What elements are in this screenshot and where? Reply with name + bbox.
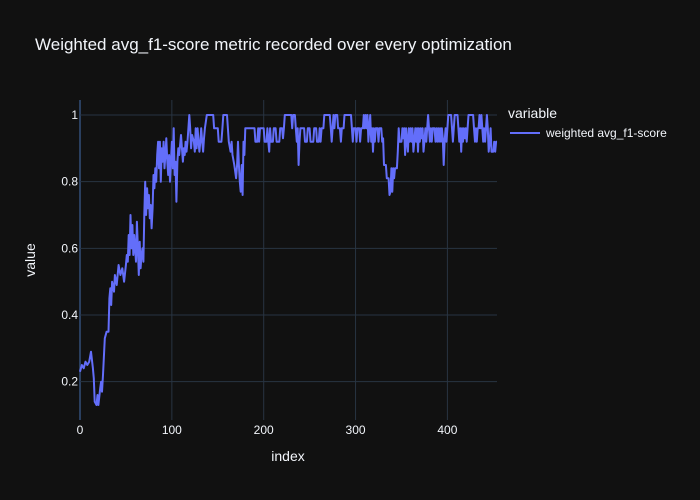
x-tick-label: 0 (77, 423, 84, 437)
x-tick-labels: 0 100 200 300 400 (77, 423, 458, 437)
series-layer (79, 114, 498, 406)
plot-area (80, 100, 497, 420)
y-tick-label: 0.4 (61, 308, 78, 322)
x-tick-label: 400 (437, 423, 457, 437)
legend-title: variable (508, 105, 557, 121)
y-axis-label: value (22, 243, 38, 277)
legend[interactable]: variable weighted avg_f1-score (508, 105, 667, 140)
y-tick-labels: 0.2 0.4 0.6 0.8 1 (61, 108, 78, 389)
legend-entry-label[interactable]: weighted avg_f1-score (545, 126, 667, 140)
y-tick-label: 0.8 (61, 175, 78, 189)
chart-title: Weighted avg_f1-score metric recorded ov… (35, 35, 512, 54)
x-tick-label: 100 (162, 423, 182, 437)
y-tick-label: 0.6 (61, 241, 78, 255)
x-axis-label: index (271, 448, 304, 464)
y-tick-label: 0.2 (61, 375, 78, 389)
x-gridlines (79, 100, 448, 420)
y-tick-label: 1 (71, 108, 78, 122)
x-tick-label: 300 (346, 423, 366, 437)
x-tick-label: 200 (254, 423, 274, 437)
series-line-weighted-avg-f1-score[interactable] (79, 114, 498, 406)
